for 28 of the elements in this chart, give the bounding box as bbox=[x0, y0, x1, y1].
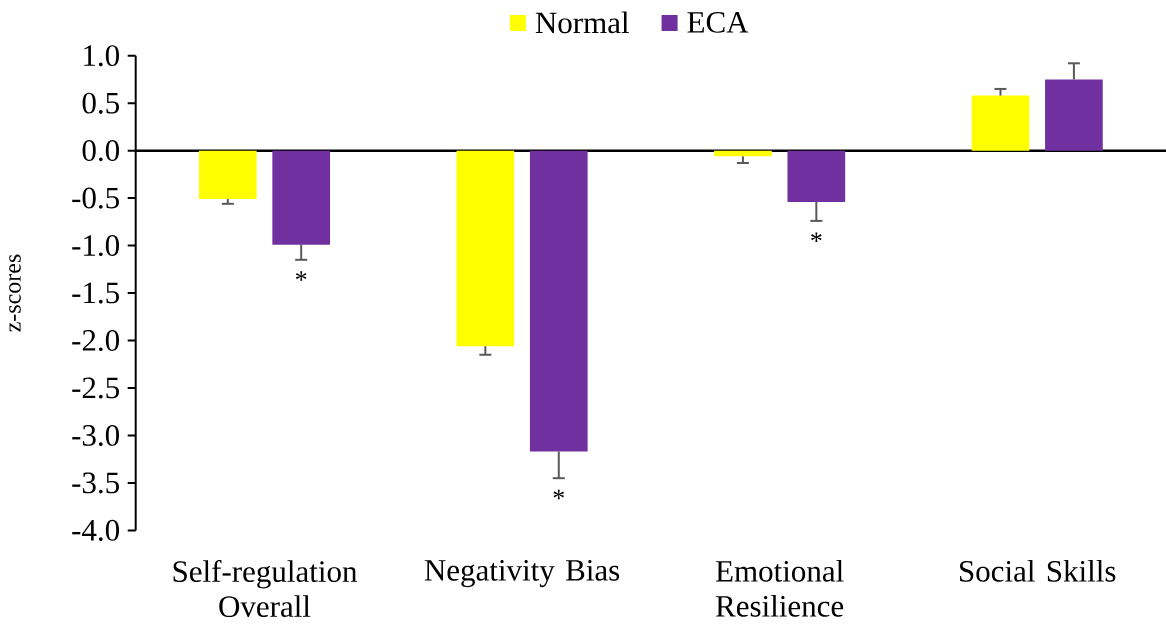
x-tick-label: Negativity Bias bbox=[424, 559, 620, 588]
y-tick-label: -3.0 bbox=[72, 424, 119, 446]
bar bbox=[198, 150, 257, 200]
y-tick-label: -1.5 bbox=[72, 282, 119, 304]
y-tick-label: -1.0 bbox=[72, 235, 119, 257]
bar bbox=[787, 150, 846, 202]
annotation: * bbox=[553, 489, 565, 500]
y-tick-label: 1.0 bbox=[84, 45, 119, 67]
y-tick-label: -4.0 bbox=[72, 519, 119, 541]
x-tick-label: Social Skills bbox=[960, 559, 1116, 582]
y-tick-label: -0.5 bbox=[72, 187, 119, 209]
y-tick-label: -3.5 bbox=[72, 472, 119, 494]
legend-label: Normal bbox=[535, 11, 629, 34]
y-axis-title: z-scores bbox=[9, 254, 21, 332]
y-tick-label: 0.5 bbox=[82, 92, 119, 114]
bar bbox=[456, 150, 515, 347]
bar bbox=[971, 95, 1030, 151]
legend-label: ECA bbox=[687, 11, 749, 33]
bar bbox=[272, 150, 331, 245]
y-tick-label: 0.0 bbox=[82, 140, 119, 162]
y-tick-label: -2.5 bbox=[72, 377, 119, 399]
x-tick-label: Emotional Resilience bbox=[715, 559, 844, 617]
x-tick-label: Self-regulation Overall bbox=[173, 559, 358, 618]
y-tick-label: -2.0 bbox=[72, 329, 119, 352]
bar bbox=[529, 150, 588, 452]
annotation: * bbox=[295, 271, 307, 281]
annotation: * bbox=[811, 232, 822, 242]
bar bbox=[1045, 79, 1103, 151]
